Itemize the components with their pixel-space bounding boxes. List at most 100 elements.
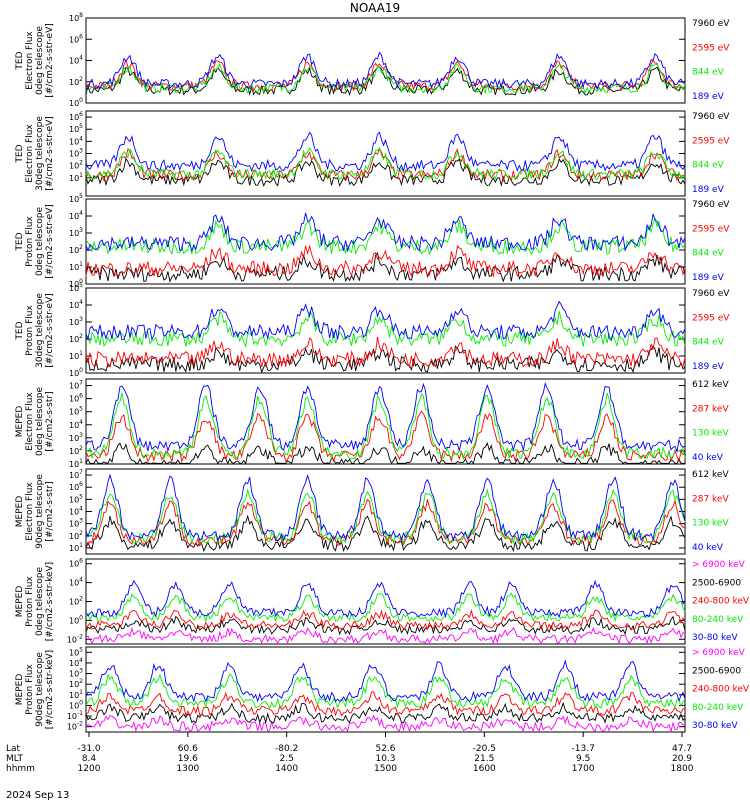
series-line (85, 673, 686, 709)
panel-7: 10-2 100 102 104 106 MEPEDProton Flux0deg tel… (15, 558, 750, 645)
series-line (85, 62, 686, 95)
legend-entry: 189 eV (692, 362, 725, 372)
series-line (85, 157, 686, 187)
y-tick-label: 106 (69, 33, 83, 44)
legend-entry: 130 keV (692, 429, 729, 439)
legend-entry: 844 eV (692, 161, 725, 171)
x-tick-label: 2.5 (280, 754, 294, 764)
x-tick-label: 10.3 (375, 754, 395, 764)
legend-entry: 844 eV (692, 68, 725, 78)
panel-frame (85, 198, 686, 285)
y-tick-label: 102 (69, 596, 83, 607)
series-line (85, 345, 686, 374)
series-line (85, 392, 686, 461)
x-tick-label: 60.6 (178, 744, 198, 754)
x-tick-label: 1600 (473, 764, 496, 774)
y-tick-label: 106 (69, 393, 83, 404)
series-line (85, 498, 686, 547)
legend-entry: 189 eV (692, 273, 725, 283)
y-axis-label: TEDProton Flux30deg telescope[#/cm2-s-st… (15, 293, 55, 368)
y-tick-label: 107 (69, 469, 83, 480)
legend-entry: 30-80 keV (692, 721, 738, 731)
legend-entry: > 6900 keV (692, 648, 746, 658)
y-axis-label: TEDProton Flux0deg telescope[#/cm2-s-str… (15, 204, 55, 279)
y-tick-label: 102 (69, 678, 83, 689)
panel-1: 100 102 104 106 108 TEDElectron Flux0deg tele… (15, 12, 730, 108)
y-axis-label: MEPEDElectron Flux0deg telescope[#/cm2-s… (15, 387, 55, 457)
y-tick-label: 104 (69, 577, 83, 588)
series-line (85, 714, 686, 734)
panel-4: 100 101 102 103 104 105 TEDProton Flux30deg te… (15, 282, 730, 378)
y-axis-label: MEPEDElectron Flux90deg telescope[#/cm2-… (15, 474, 55, 549)
x-tick-label: 47.7 (672, 744, 692, 754)
y-tick-label: 102 (69, 244, 83, 255)
y-tick-label: 106 (69, 481, 83, 492)
y-tick-label: 100 (69, 614, 83, 625)
legend-entry: 2595 eV (692, 43, 730, 53)
legend-entry: 2500-6900 (692, 578, 741, 588)
y-tick-label: 100 (69, 97, 83, 108)
panel-frame (85, 378, 686, 465)
legend-entry: 7960 eV (692, 112, 730, 122)
legend-entry: 2595 eV (692, 136, 730, 146)
y-tick-label: 101 (69, 458, 83, 469)
series-line (85, 59, 686, 93)
x-tick-label: 52.6 (375, 744, 395, 754)
x-tick-label: 20.9 (672, 754, 692, 764)
y-tick-label: 103 (69, 518, 83, 529)
series-line (85, 514, 686, 553)
series-line (85, 51, 686, 90)
series-line (85, 336, 686, 369)
legend-entry: 240-800 keV (692, 597, 750, 607)
y-tick-label: 101 (69, 542, 83, 553)
y-tick-label: 101 (69, 689, 83, 700)
y-tick-label: 10-2 (67, 633, 83, 644)
legend-entry: 7960 eV (692, 19, 730, 29)
legend-entry: 612 keV (692, 380, 729, 390)
y-tick-label: 105 (69, 646, 83, 657)
x-tick-label: 9.5 (576, 754, 590, 764)
legend-entry: 189 eV (692, 185, 725, 195)
y-tick-label: 103 (69, 316, 83, 327)
series-line (85, 626, 686, 645)
y-tick-label: 106 (69, 111, 83, 122)
y-tick-label: 10-2 (67, 721, 83, 732)
legend-entry: 80-240 keV (692, 703, 744, 713)
y-tick-label: 105 (69, 493, 83, 504)
panel-frame (85, 468, 686, 555)
x-tick-label: -20.5 (473, 744, 496, 754)
y-tick-label: 107 (69, 380, 83, 391)
series-line (85, 217, 686, 256)
series-line (85, 701, 686, 725)
legend-entry: 844 eV (692, 249, 725, 259)
series-line (85, 441, 685, 465)
y-tick-label: 106 (69, 558, 83, 569)
legend-entry: 80-240 keV (692, 615, 744, 625)
x-row-label: hhmm (6, 764, 35, 774)
series-line (85, 382, 686, 454)
y-tick-label: 101 (69, 172, 83, 183)
series-line (85, 310, 686, 348)
x-row-label: MLT (6, 754, 24, 764)
y-tick-label: 104 (69, 55, 83, 66)
legend-entry: 844 eV (692, 338, 725, 348)
series-line (85, 244, 686, 278)
series-line (85, 615, 686, 636)
y-tick-label: 105 (69, 282, 83, 293)
series-line (85, 579, 686, 619)
y-tick-label: 100 (69, 699, 83, 710)
series-line (85, 66, 686, 96)
y-tick-label: 104 (69, 506, 83, 517)
series-line (85, 251, 686, 283)
panel-frame (85, 287, 686, 374)
y-tick-label: 104 (69, 419, 83, 430)
y-tick-label: 102 (69, 445, 83, 456)
legend-entry: 612 keV (692, 470, 729, 480)
legend-entry: > 6900 keV (692, 560, 746, 570)
x-tick-label: 21.5 (474, 754, 494, 764)
legend-entry: 130 keV (692, 519, 729, 529)
